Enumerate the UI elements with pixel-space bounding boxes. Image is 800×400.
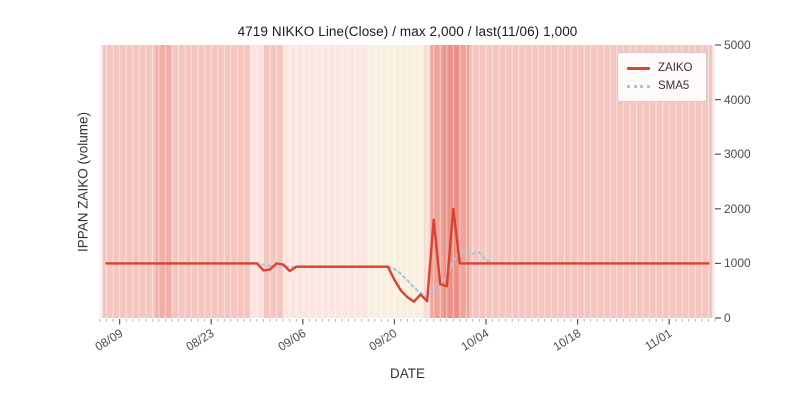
y-tick-label: 1000 (724, 256, 751, 271)
zaiko-line (105, 207, 710, 303)
y-tick-label: 2000 (724, 201, 751, 216)
sma5-line-sample-icon (627, 84, 650, 88)
legend-label-zaiko: ZAIKO (658, 62, 693, 74)
legend-item-zaiko: ZAIKO (627, 59, 697, 77)
x-axis-label: DATE (389, 366, 425, 381)
y-tick-label: 4000 (724, 92, 751, 107)
legend-label-sma5: SMA5 (658, 80, 690, 92)
y-tick-label: 3000 (724, 147, 751, 162)
y-tick-label: 5000 (724, 38, 751, 52)
legend: ZAIKO SMA5 (617, 52, 707, 102)
zaiko-line-sample-icon (627, 66, 650, 70)
y-tick-label: 0 (724, 311, 731, 325)
y-axis-label: IPPAN ZAIKO (volume) (75, 111, 91, 253)
chart-title: 4719 NIKKO Line(Close) / max 2,000 / las… (237, 24, 578, 39)
legend-item-sma5: SMA5 (627, 77, 697, 95)
